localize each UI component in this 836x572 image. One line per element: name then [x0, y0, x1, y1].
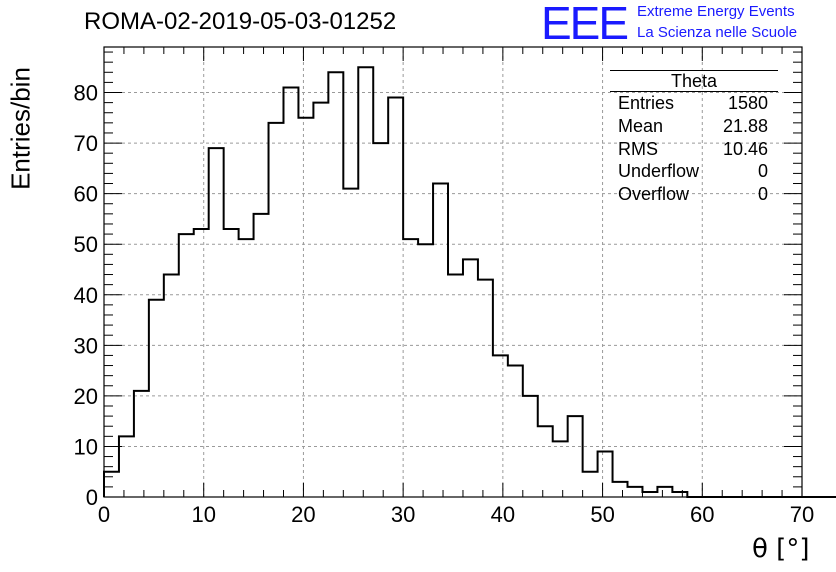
- stats-label: Mean: [618, 115, 664, 136]
- histogram-bin: [209, 148, 224, 497]
- histogram-bin: [403, 239, 418, 497]
- histogram-bins: [104, 67, 687, 497]
- y-tick-label: 30: [74, 333, 98, 358]
- histogram-bin: [164, 275, 179, 497]
- x-tick-label: 40: [491, 502, 515, 527]
- histogram-bin: [269, 123, 284, 497]
- stats-row-entries: Entries 1580: [610, 92, 776, 115]
- tick-labels: 0 10 20 30 40 50 60 70 0 10 20 30 40 50 60 70 80: [74, 81, 815, 527]
- grid-lines: [104, 47, 802, 497]
- x-axis-label: θ [°]: [752, 534, 810, 564]
- chart-title: ROMA-02-2019-05-03-01252: [84, 8, 397, 35]
- x-tick-label: 30: [391, 502, 415, 527]
- eee-logo: EEE: [541, 0, 629, 49]
- stats-row-mean: Mean 21.88: [610, 115, 776, 138]
- x-tick-label: 0: [98, 502, 110, 527]
- histogram-bin: [119, 436, 134, 497]
- stats-label: Overflow: [618, 184, 690, 205]
- x-tick-label: 10: [191, 502, 215, 527]
- x-tick-label: 60: [690, 502, 714, 527]
- histogram-bin: [493, 355, 508, 497]
- histogram-bin: [672, 492, 687, 497]
- logo-caption-line2: La Scienza nelle Scuole: [637, 24, 798, 41]
- y-tick-label: 20: [74, 384, 98, 409]
- histogram-bin: [224, 229, 239, 497]
- x-tick-label: 70: [790, 502, 814, 527]
- x-tick-label: 20: [291, 502, 315, 527]
- histogram-bin: [642, 492, 657, 497]
- stats-box: Theta Entries 1580 Mean 21.88 RMS 10.46 Und…: [610, 70, 778, 206]
- logo-caption-line1: Extreme Energy Events: [637, 3, 795, 20]
- histogram-bin: [628, 487, 643, 497]
- histogram-bin: [194, 229, 209, 497]
- y-tick-label: 70: [74, 131, 98, 156]
- y-tick-label: 10: [74, 434, 98, 459]
- stats-value: 0: [757, 161, 768, 182]
- histogram-bin: [508, 366, 523, 497]
- stats-label: Entries: [618, 93, 675, 113]
- histogram-bin: [239, 239, 254, 497]
- histogram-bin: [283, 87, 298, 497]
- histogram-bin: [463, 259, 478, 497]
- x-tick-label: 50: [590, 502, 614, 527]
- histogram-bin: [373, 143, 388, 497]
- histogram-bin: [388, 98, 403, 497]
- histogram-bin: [583, 472, 598, 497]
- histogram-bin: [149, 300, 164, 497]
- stats-row-rms: RMS 10.46: [610, 138, 776, 161]
- histogram-bin: [298, 118, 313, 497]
- histogram-bin: [478, 280, 493, 497]
- histogram-bin: [358, 67, 373, 497]
- histogram-bin: [433, 184, 448, 497]
- histogram-bin: [343, 189, 358, 497]
- y-tick-label: 0: [86, 485, 98, 510]
- histogram-bin: [313, 103, 328, 497]
- histogram-bin: [553, 441, 568, 497]
- histogram-bin: [104, 472, 119, 497]
- stats-row-underflow: Underflow 0: [610, 160, 776, 183]
- y-tick-label: 50: [74, 232, 98, 257]
- histogram-bin: [418, 244, 433, 497]
- stats-value: 0: [757, 184, 768, 205]
- stats-label: RMS: [618, 138, 658, 159]
- plot-frame: [103, 46, 803, 498]
- histogram-bin: [448, 275, 463, 497]
- axes: [103, 46, 803, 498]
- histogram-series: [103, 66, 836, 498]
- histogram-bin: [657, 487, 672, 497]
- stats-value: 21.88: [722, 115, 768, 136]
- histogram-bin: [134, 391, 149, 497]
- stats-value: 10.46: [722, 138, 768, 159]
- y-tick-label: 80: [74, 81, 98, 106]
- histogram-bin: [179, 234, 194, 497]
- histogram-bin: [568, 416, 583, 497]
- histogram-bin: [254, 214, 269, 497]
- stats-row-overflow: Overflow 0: [610, 183, 776, 206]
- y-tick-label: 40: [74, 283, 98, 308]
- stats-label: Underflow: [618, 161, 700, 182]
- histogram-bin: [613, 482, 628, 497]
- histogram-bin: [523, 396, 538, 497]
- histogram-bin: [538, 426, 553, 497]
- stats-title: Theta: [610, 70, 778, 92]
- histogram-bin: [328, 72, 343, 497]
- histogram-bin: [598, 451, 613, 497]
- stats-value: 1580: [727, 93, 768, 113]
- y-tick-label: 60: [74, 182, 98, 207]
